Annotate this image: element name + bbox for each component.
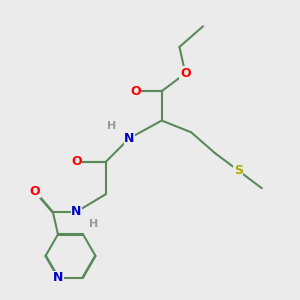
Text: N: N [53,271,63,284]
Text: O: O [71,155,82,168]
Text: H: H [107,122,116,131]
Text: N: N [124,132,135,145]
Text: O: O [180,67,190,80]
Text: H: H [89,219,99,229]
Text: S: S [234,164,243,177]
Text: O: O [30,185,40,198]
Text: O: O [130,85,141,98]
Text: N: N [71,205,82,218]
